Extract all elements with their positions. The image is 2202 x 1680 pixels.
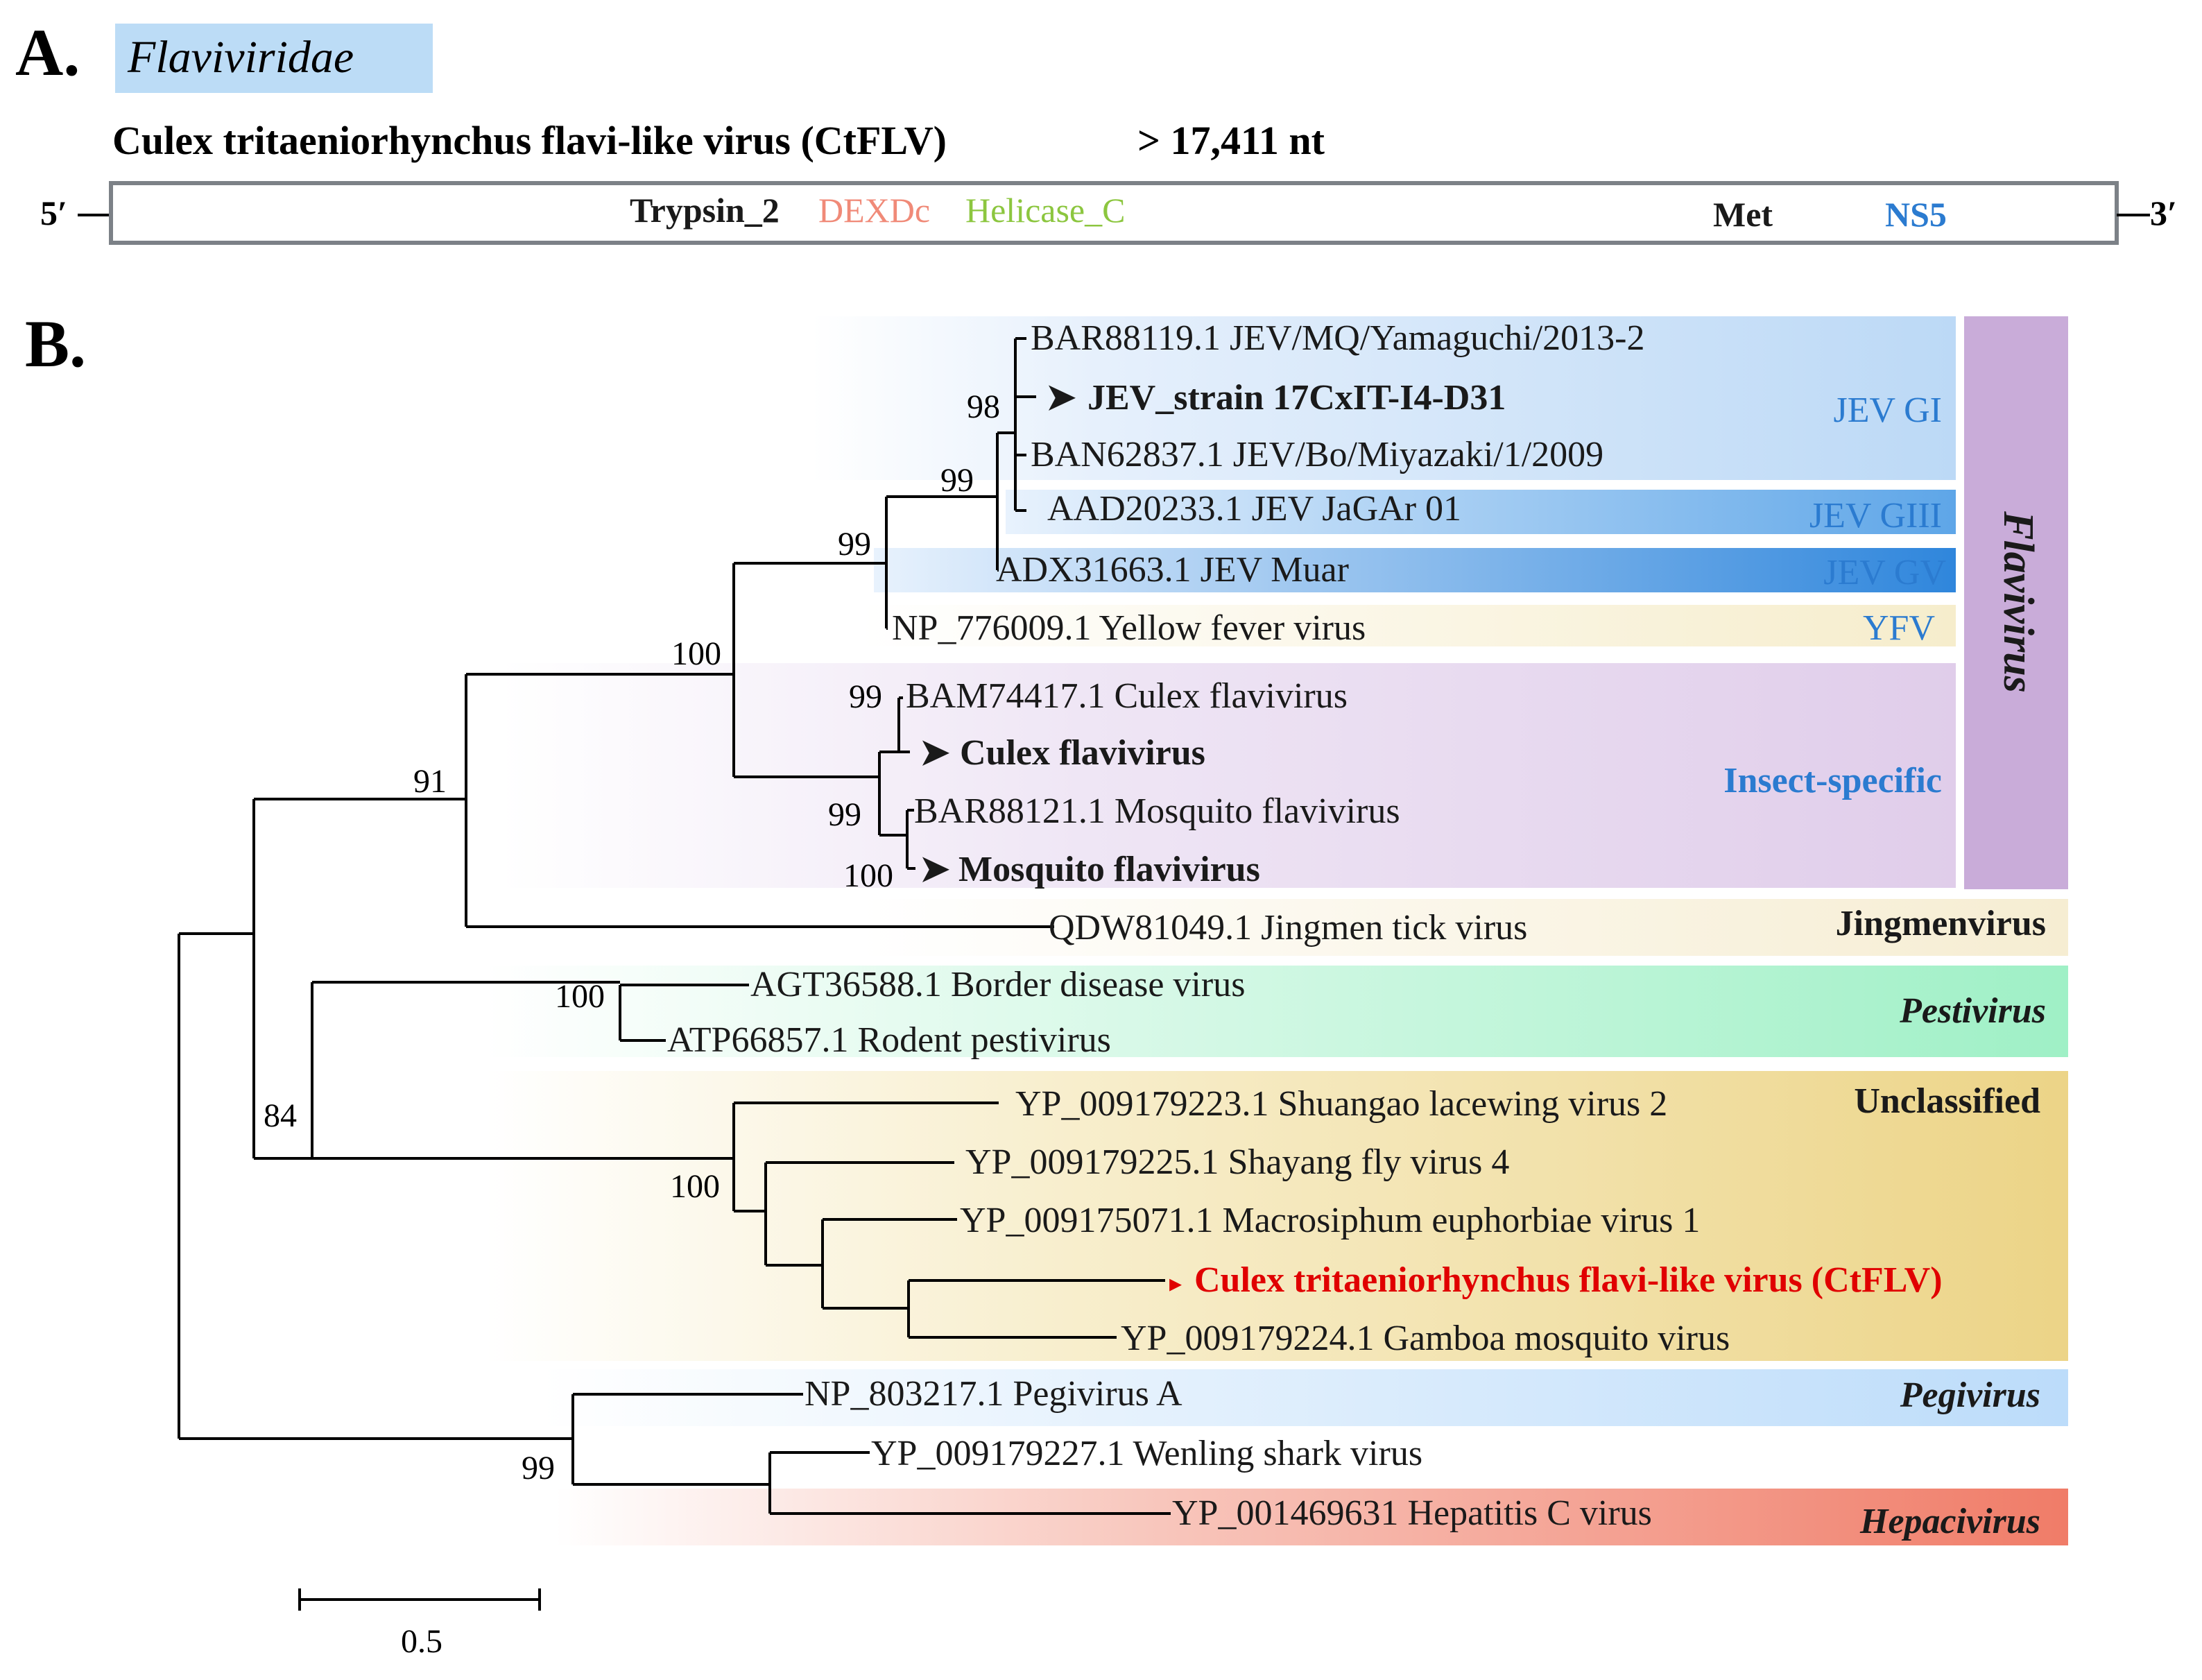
clade-bg-jev-gi — [811, 316, 1956, 480]
bootstrap-value: 100 — [670, 1168, 720, 1205]
clade-label-jingmenvirus: Jingmenvirus — [1836, 904, 2046, 943]
taxon-label: AGT36588.1 Border disease virus — [750, 965, 1245, 1004]
taxon-label: BAM74417.1 Culex flavivirus — [906, 676, 1348, 716]
clade-bg-unclassified — [485, 1071, 2068, 1361]
taxon-marker: ➤ — [1046, 378, 1076, 418]
taxon-label: NP_803217.1 Pegivirus A — [805, 1374, 1182, 1414]
taxon-label: ATP66857.1 Rodent pestivirus — [667, 1020, 1111, 1060]
clade-label-unclassified: Unclassified — [1854, 1081, 2040, 1121]
domain-trypsin: Trypsin_2 — [630, 191, 780, 230]
bootstrap-value: 99 — [940, 462, 974, 499]
taxon-marker: ▸ — [1169, 1269, 1182, 1297]
taxon-label: YP_001469631 Hepatitis C virus — [1172, 1493, 1652, 1533]
panel-b-letter: B. — [25, 307, 86, 381]
family-label: Flaviviridae — [127, 32, 354, 83]
bootstrap-value: 100 — [555, 978, 605, 1015]
clade-label-jev-gv: JEV GV — [1823, 553, 1946, 592]
clade-label-jev-giii: JEV GIII — [1809, 496, 1942, 535]
taxon-label: Culex tritaeniorhynchus flavi-like virus… — [1194, 1260, 1943, 1300]
clade-label-jev-gi: JEV GI — [1834, 391, 1942, 430]
panel-a-letter: A. — [15, 15, 80, 89]
domain-helicase: Helicase_C — [965, 191, 1125, 230]
bootstrap-value: 99 — [849, 678, 882, 715]
clade-bg-pegivirus — [541, 1369, 2068, 1426]
clade-label-insect-specific: Insect-specific — [1723, 761, 1942, 800]
clade-bg-hepacivirus — [555, 1489, 2068, 1545]
taxon-label: BAR88119.1 JEV/MQ/Yamaguchi/2013-2 — [1031, 318, 1644, 358]
taxon-label: QDW81049.1 Jingmen tick virus — [1049, 908, 1527, 948]
taxon-label: AAD20233.1 JEV JaGAr 01 — [1047, 489, 1461, 529]
taxon-label: Mosquito flavivirus — [958, 850, 1260, 889]
clade-bg-pestivirus — [485, 966, 2068, 1057]
domain-met: Met — [1713, 195, 1773, 234]
bootstrap-value: 91 — [413, 763, 447, 800]
taxon-marker: ➤ — [920, 733, 950, 773]
genus-bar-flavivirus — [1964, 316, 2068, 889]
bootstrap-value: 99 — [522, 1450, 555, 1486]
clade-label-hepacivirus: Hepacivirus — [1859, 1502, 2040, 1541]
taxon-label: ADX31663.1 JEV Muar — [996, 550, 1349, 590]
clade-bg-yfv — [860, 605, 1956, 646]
taxon-label: YP_009179225.1 Shayang fly virus 4 — [965, 1142, 1509, 1182]
genome-title: Culex tritaeniorhynchus flavi-like virus… — [112, 118, 947, 163]
taxon-marker: ➤ — [920, 850, 950, 889]
genome-length: > 17,411 nt — [1137, 118, 1325, 163]
bootstrap-value: 100 — [671, 635, 721, 672]
clade-bg-jev-gv — [874, 548, 1956, 592]
taxon-label: BAR88121.1 Mosquito flavivirus — [914, 791, 1400, 831]
genome-box — [109, 181, 2119, 245]
bootstrap-value: 84 — [264, 1097, 297, 1134]
domain-ns5: NS5 — [1885, 195, 1947, 234]
five-prime-label: 5′ — [40, 194, 67, 232]
clade-label-yfv: YFV — [1863, 608, 1935, 648]
bootstrap-value: 99 — [828, 796, 861, 833]
domain-dexdc: DEXDc — [818, 191, 930, 230]
clade-label-pestivirus: Pestivirus — [1899, 991, 2046, 1031]
three-prime-label: 3′ — [2150, 194, 2177, 232]
clade-label-pegivirus: Pegivirus — [1900, 1375, 2040, 1415]
bootstrap-value: 99 — [838, 526, 871, 563]
taxon-label: Culex flavivirus — [960, 733, 1205, 773]
family-highlight — [115, 24, 433, 93]
taxon-label: JEV_strain 17CxIT-I4-D31 — [1087, 378, 1506, 418]
taxon-label: YP_009175071.1 Macrosiphum euphorbiae vi… — [960, 1201, 1700, 1240]
taxon-label: BAN62837.1 JEV/Bo/Miyazaki/1/2009 — [1031, 435, 1603, 474]
bootstrap-value: 98 — [967, 388, 1000, 425]
taxon-label: YP_009179223.1 Shuangao lacewing virus 2 — [1015, 1084, 1667, 1124]
clade-bg-jingmen — [860, 899, 2068, 956]
bootstrap-value: 100 — [843, 857, 893, 894]
taxon-label: YP_009179224.1 Gamboa mosquito virus — [1121, 1319, 1730, 1358]
scale-bar-label: 0.5 — [401, 1623, 442, 1660]
clade-bg-jev-giii — [1006, 490, 1956, 534]
taxon-label: YP_009179227.1 Wenling shark virus — [871, 1434, 1422, 1473]
phylogenetic-tree — [178, 337, 1171, 1515]
genus-label-flavivirus: Flavivirus — [1995, 511, 2042, 693]
taxon-label: NP_776009.1 Yellow fever virus — [892, 608, 1366, 648]
scale-bar — [298, 1588, 541, 1611]
